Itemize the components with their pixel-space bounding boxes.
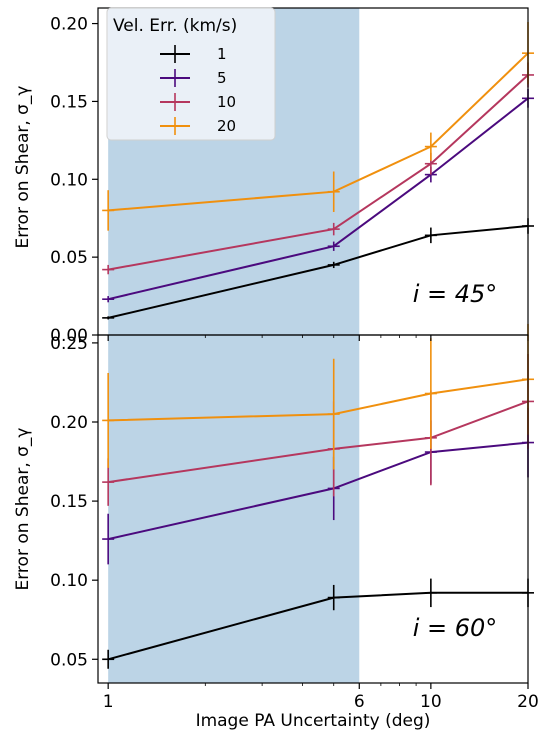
- annotation-bottom: i = 60°: [413, 614, 498, 642]
- shaded-region-1: [108, 335, 360, 683]
- x-tick-label: 10: [420, 692, 442, 712]
- y-tick-label-1: 0.20: [50, 413, 88, 433]
- y-tick-label-1: 0.25: [50, 334, 88, 354]
- legend-items: 1 5 10 20: [160, 45, 236, 135]
- series-line-1-10: [108, 400, 529, 484]
- y-tick-label-0: 0.20: [50, 15, 88, 35]
- axes-frame-1: [97, 334, 529, 684]
- legend: Vel. Err. (km/s) 1 5 10 20: [106, 7, 276, 141]
- series-line-1-20: [108, 378, 529, 422]
- y-tick-label-1: 0.15: [50, 492, 88, 512]
- tick-layer: 0.00 0.05 0.10 0.15 0.20 0.05 0.10 0.15 0.20 0.25…: [50, 15, 539, 712]
- y-axis-label-bottom: Error on Shear, σ_γ: [13, 428, 33, 591]
- legend-title: Vel. Err. (km/s): [113, 16, 237, 36]
- x-axis-label: Image PA Uncertainty (deg): [196, 711, 431, 731]
- axes-layer: [97, 7, 529, 684]
- series-line-1-1: [107, 591, 528, 661]
- y-tick-label-0: 0.10: [50, 170, 88, 190]
- y-tick-label-0: 0.05: [50, 248, 88, 268]
- legend-label-10: 10: [217, 93, 236, 111]
- y-tick-label-1: 0.10: [50, 571, 88, 591]
- series-line-0-5: [107, 97, 529, 301]
- annotation-top: i = 45°: [413, 280, 498, 308]
- series-line-1-5: [107, 441, 529, 541]
- x-tick-label: 20: [517, 692, 539, 712]
- legend-label-5: 5: [217, 69, 227, 87]
- y-tick-label-0: 0.15: [50, 92, 88, 112]
- y-tick-label-0: 0.00: [50, 326, 88, 346]
- legend-label-1: 1: [217, 45, 227, 63]
- y-tick-label-1: 0.05: [50, 650, 88, 670]
- y-axis-label-top: Error on Shear, σ_γ: [13, 86, 33, 249]
- series-line-0-1: [107, 225, 529, 319]
- x-tick-label: 1: [103, 692, 114, 712]
- series-line-0-10: [108, 74, 529, 271]
- legend-box: [106, 7, 276, 141]
- series-line-0-20: [108, 52, 529, 212]
- legend-label-20: 20: [217, 117, 236, 135]
- x-tick-label: 6: [354, 692, 365, 712]
